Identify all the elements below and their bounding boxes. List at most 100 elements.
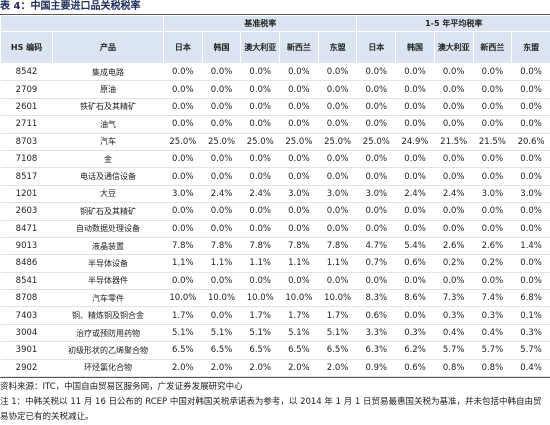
rate-cell: 0.0%: [164, 98, 203, 115]
rate-cell: 10.0%: [241, 290, 280, 307]
rate-cell: 0.0%: [241, 81, 280, 98]
note-text: 注 1：中韩关税以 11 月 16 日公布的 RCEP 中国对韩国关税承诺表为参…: [0, 395, 550, 425]
rate-cell: 6.5%: [241, 342, 280, 359]
hs-code-cell: 8703: [1, 133, 53, 150]
rate-cell: 6.8%: [512, 290, 550, 307]
rate-cell: 25.0%: [241, 133, 280, 150]
group-header: 1-5 年平均税率: [357, 16, 550, 32]
column-header-row: HS 编码产品日本韩国澳大利亚新西兰东盟日本韩国澳大利亚新西兰东盟: [1, 32, 550, 64]
rate-cell: 7.8%: [241, 237, 280, 254]
product-cell: 半导体器件: [53, 272, 164, 289]
rate-cell: 5.7%: [434, 342, 473, 359]
rate-cell: 3.0%: [473, 185, 512, 202]
product-cell: 环烃氯化合物: [53, 359, 164, 376]
rate-cell: 6.5%: [318, 342, 357, 359]
rate-cell: 0.0%: [164, 81, 203, 98]
rate-cell: 0.0%: [396, 116, 435, 133]
column-header: 日本: [357, 32, 396, 64]
rate-cell: 0.0%: [280, 150, 319, 167]
rate-cell: 1.1%: [280, 255, 319, 272]
rate-cell: 0.0%: [357, 220, 396, 237]
rate-cell: 0.0%: [164, 64, 203, 81]
rate-cell: 0.0%: [280, 81, 319, 98]
rate-cell: 10.0%: [280, 290, 319, 307]
column-header: 东盟: [318, 32, 357, 64]
rate-cell: 0.0%: [357, 98, 396, 115]
rate-cell: 0.0%: [164, 220, 203, 237]
rate-cell: 10.0%: [318, 290, 357, 307]
rate-cell: 0.0%: [202, 203, 241, 220]
rate-cell: 10.0%: [164, 290, 203, 307]
column-header: HS 编码: [1, 32, 53, 64]
rate-cell: 0.3%: [512, 324, 550, 341]
hs-code-cell: 2709: [1, 81, 53, 98]
rate-cell: 20.6%: [512, 133, 550, 150]
rate-cell: 21.5%: [434, 133, 473, 150]
hs-code-cell: 9013: [1, 237, 53, 254]
rate-cell: 0.2%: [473, 255, 512, 272]
rate-cell: 0.0%: [512, 168, 550, 185]
rate-cell: 2.0%: [280, 359, 319, 376]
rate-cell: 0.0%: [164, 116, 203, 133]
rate-cell: 0.0%: [280, 64, 319, 81]
rate-cell: 0.0%: [318, 203, 357, 220]
rate-cell: 0.0%: [241, 203, 280, 220]
rate-cell: 0.7%: [357, 255, 396, 272]
column-header: 澳大利亚: [241, 32, 280, 64]
rate-cell: 0.0%: [241, 98, 280, 115]
rate-cell: 0.3%: [473, 307, 512, 324]
rate-cell: 0.0%: [357, 168, 396, 185]
rate-cell: 0.0%: [357, 81, 396, 98]
rate-cell: 0.4%: [473, 324, 512, 341]
rate-cell: 7.8%: [280, 237, 319, 254]
product-cell: 液晶装置: [53, 237, 164, 254]
rate-cell: 7.8%: [318, 237, 357, 254]
rate-cell: 0.0%: [280, 220, 319, 237]
rate-cell: 3.0%: [318, 185, 357, 202]
rate-cell: 0.1%: [512, 307, 550, 324]
rate-cell: 0.0%: [357, 203, 396, 220]
rate-cell: 0.8%: [473, 359, 512, 376]
rate-cell: 0.0%: [512, 203, 550, 220]
rate-cell: 0.0%: [434, 168, 473, 185]
rate-cell: 25.0%: [318, 133, 357, 150]
rate-cell: 5.1%: [241, 324, 280, 341]
rate-cell: 2.4%: [202, 185, 241, 202]
rate-cell: 2.6%: [434, 237, 473, 254]
hs-code-cell: 3004: [1, 324, 53, 341]
column-header: 新西兰: [280, 32, 319, 64]
rate-cell: 0.0%: [202, 168, 241, 185]
rate-cell: 2.4%: [396, 185, 435, 202]
rate-cell: 0.0%: [434, 116, 473, 133]
rate-cell: 25.0%: [164, 133, 203, 150]
rate-cell: 0.0%: [280, 116, 319, 133]
rate-cell: 0.0%: [318, 116, 357, 133]
rate-cell: 0.0%: [318, 98, 357, 115]
rate-cell: 2.4%: [241, 185, 280, 202]
rate-cell: 0.4%: [512, 359, 550, 376]
rate-cell: 1.4%: [512, 237, 550, 254]
rate-cell: 1.1%: [202, 255, 241, 272]
rate-cell: 0.0%: [280, 272, 319, 289]
rate-cell: 0.0%: [434, 220, 473, 237]
rate-cell: 0.0%: [512, 255, 550, 272]
product-cell: 电话及通信设备: [53, 168, 164, 185]
rate-cell: 6.5%: [164, 342, 203, 359]
rate-cell: 5.7%: [512, 342, 550, 359]
hs-code-cell: 8471: [1, 220, 53, 237]
rate-cell: 7.8%: [202, 237, 241, 254]
rate-cell: 0.0%: [357, 150, 396, 167]
rate-cell: 5.7%: [473, 342, 512, 359]
rate-cell: 5.1%: [202, 324, 241, 341]
rate-cell: 1.7%: [318, 307, 357, 324]
rate-cell: 3.3%: [357, 324, 396, 341]
rate-cell: 0.0%: [473, 116, 512, 133]
rate-cell: 1.7%: [241, 307, 280, 324]
